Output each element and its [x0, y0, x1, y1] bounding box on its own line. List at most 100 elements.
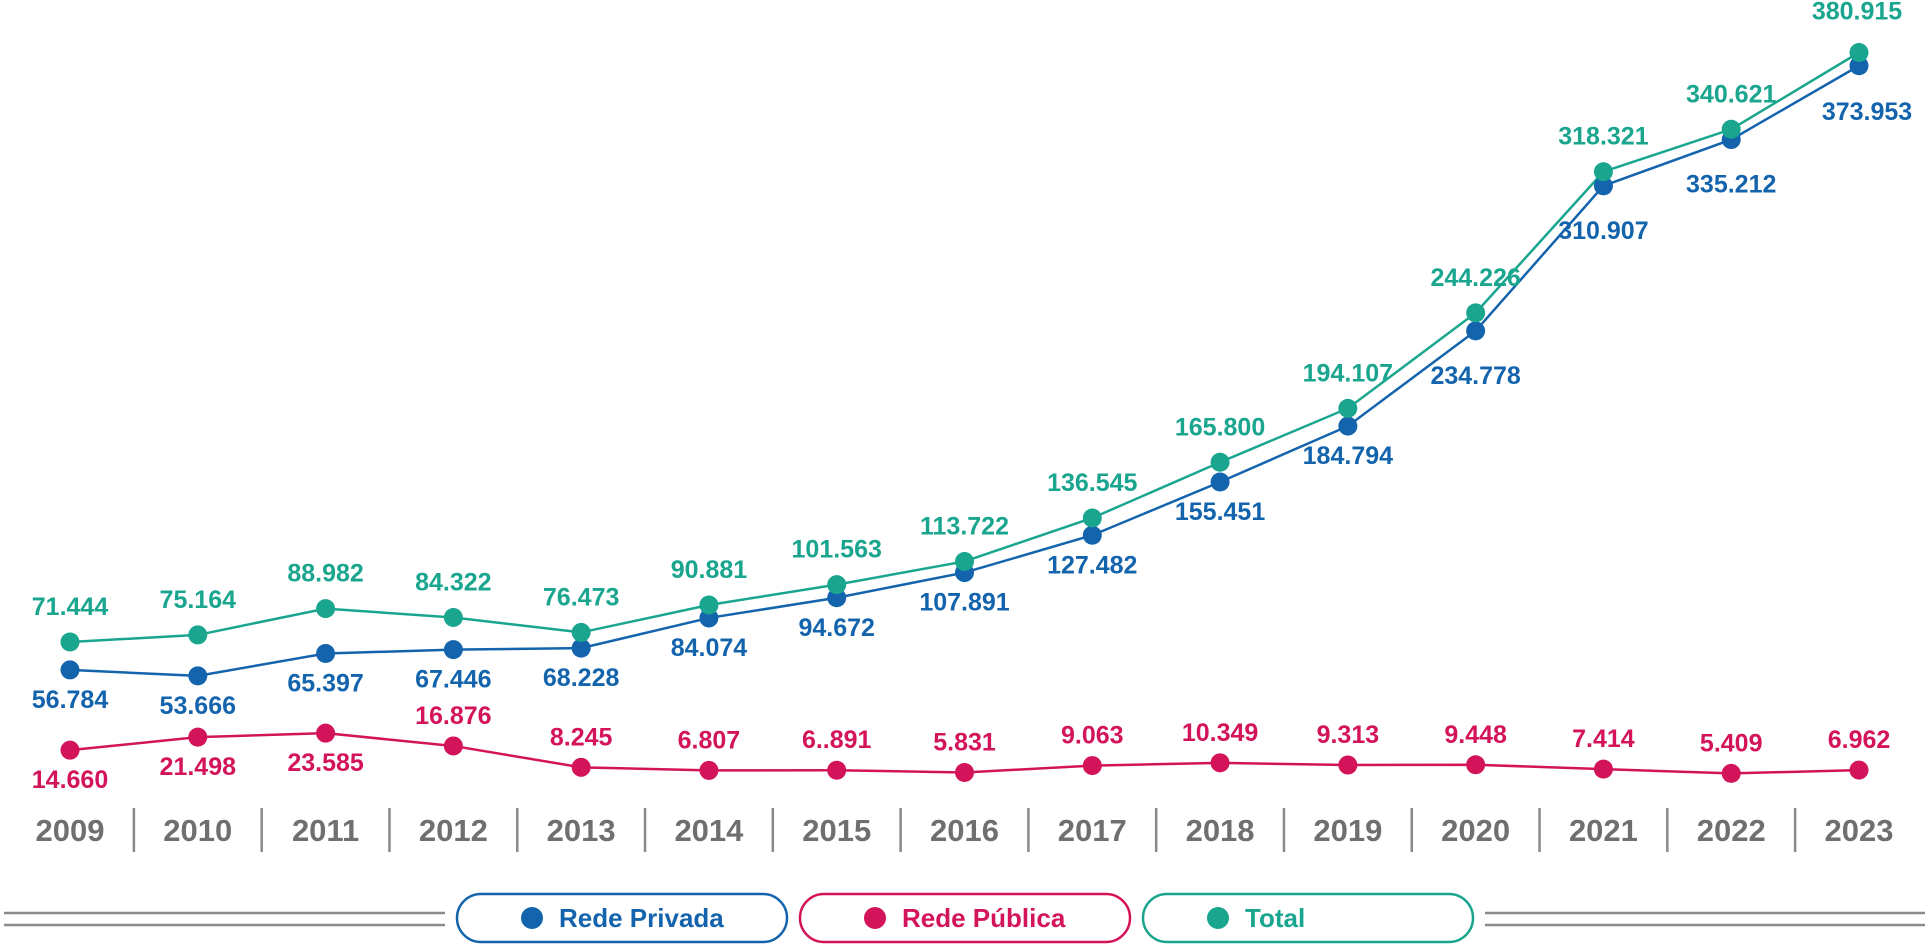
data-point-total — [1721, 119, 1741, 139]
data-label-rede-p-blica: 14.660 — [32, 766, 108, 794]
data-label-rede-p-blica: 23.585 — [287, 749, 364, 777]
data-point-rede-privada — [827, 588, 847, 608]
data-label-total: 101.563 — [792, 536, 882, 564]
legend: Rede Privada Rede Pública Total — [4, 892, 1925, 944]
data-label-total: 165.800 — [1175, 413, 1265, 441]
data-label-total: 318.321 — [1558, 123, 1648, 151]
data-label-total: 90.881 — [671, 556, 748, 584]
x-axis-year-labels: 2009 2010 2011 2012 2013 2014 2015 2016 2017 2018… — [36, 813, 1894, 848]
x-tick-label: 2016 — [930, 813, 999, 848]
year-separators — [132, 808, 1797, 852]
x-tick-label: 2014 — [674, 813, 744, 848]
x-tick-label: 2020 — [1441, 813, 1510, 848]
x-tick-label: 2012 — [419, 813, 488, 848]
data-point-total — [443, 607, 463, 627]
data-label-rede-p-blica: 10.349 — [1182, 719, 1258, 747]
data-label-rede-privada: 335.212 — [1686, 171, 1776, 199]
data-point-total — [188, 625, 208, 645]
data-point-rede-privada — [571, 638, 591, 658]
data-labels: 14.660 21.498 23.585 16.876 8.245 6.807 6..891… — [32, 0, 1912, 794]
data-point-rede-p-blica — [699, 760, 719, 780]
legend-marker — [521, 907, 543, 929]
data-point-rede-p-blica — [443, 736, 463, 756]
data-label-total: 71.444 — [32, 593, 109, 621]
data-point-rede-privada — [188, 666, 208, 686]
data-point-rede-privada — [1338, 416, 1358, 436]
data-label-rede-p-blica: 7.414 — [1572, 725, 1635, 753]
data-label-rede-privada: 310.907 — [1558, 217, 1648, 245]
data-point-rede-p-blica — [571, 757, 591, 777]
data-point-rede-p-blica — [1593, 759, 1613, 779]
data-point-rede-p-blica — [188, 727, 208, 747]
legend-item-rede-p-blica: Rede Pública — [798, 892, 1132, 944]
data-label-rede-privada: 65.397 — [287, 670, 363, 698]
data-point-rede-p-blica — [827, 760, 847, 780]
data-label-rede-p-blica: 9.448 — [1444, 721, 1507, 749]
x-tick-label: 2009 — [36, 813, 105, 848]
x-tick-label: 2015 — [802, 813, 871, 848]
data-label-rede-privada: 67.446 — [415, 666, 491, 694]
data-point-rede-privada — [60, 660, 80, 680]
x-tick-label: 2018 — [1186, 813, 1255, 848]
legend-pill — [798, 892, 1132, 944]
data-point-total — [571, 622, 591, 642]
legend-label: Rede Privada — [559, 903, 724, 933]
data-point-rede-privada — [1593, 176, 1613, 196]
data-point-rede-p-blica — [60, 740, 80, 760]
series-lines — [69, 51, 1860, 775]
data-label-rede-privada: 155.451 — [1175, 498, 1265, 526]
data-label-rede-privada: 84.074 — [671, 634, 748, 662]
data-label-total: 84.322 — [415, 568, 491, 596]
data-point-rede-privada — [1849, 56, 1869, 76]
x-tick-label: 2013 — [547, 813, 616, 848]
data-label-rede-p-blica: 8.245 — [550, 723, 613, 751]
data-point-total — [1210, 452, 1230, 472]
data-label-rede-p-blica: 6..891 — [802, 726, 872, 754]
data-point-total — [1593, 162, 1613, 182]
x-tick-label: 2022 — [1697, 813, 1766, 848]
data-label-rede-p-blica: 16.876 — [415, 702, 491, 730]
data-label-rede-privada: 107.891 — [919, 589, 1009, 617]
data-label-rede-privada: 68.228 — [543, 664, 620, 692]
data-label-rede-p-blica: 6.962 — [1828, 726, 1891, 754]
data-label-rede-privada: 56.784 — [32, 686, 109, 714]
data-point-total — [699, 595, 719, 615]
data-point-total — [1338, 398, 1358, 418]
data-point-total — [1082, 508, 1102, 528]
data-point-rede-p-blica — [1466, 755, 1486, 775]
data-label-rede-privada: 234.778 — [1430, 362, 1520, 390]
data-label-total: 76.473 — [543, 583, 619, 611]
legend-item-rede-privada: Rede Privada — [455, 892, 789, 944]
data-point-total — [827, 575, 847, 595]
data-point-rede-privada — [443, 640, 463, 660]
data-label-total: 244.226 — [1430, 264, 1520, 292]
data-point-rede-p-blica — [1210, 753, 1230, 773]
data-label-total: 113.722 — [920, 512, 1009, 540]
data-label-rede-privada: 53.666 — [160, 692, 236, 720]
data-point-total — [60, 632, 80, 652]
data-label-total: 340.621 — [1686, 80, 1776, 108]
x-tick-label: 2023 — [1825, 813, 1894, 848]
data-label-total: 380.915 — [1812, 0, 1902, 26]
data-label-rede-p-blica: 21.498 — [160, 753, 237, 781]
data-label-total: 88.982 — [287, 560, 363, 588]
legend-item-total: Total — [1141, 892, 1475, 944]
data-point-rede-p-blica — [1721, 763, 1741, 783]
data-point-total — [955, 551, 974, 571]
data-label-total: 136.545 — [1047, 469, 1137, 497]
data-point-rede-p-blica — [316, 723, 336, 743]
legend-pill — [455, 892, 789, 944]
data-label-rede-p-blica: 9.063 — [1061, 722, 1124, 750]
legend-marker — [864, 907, 886, 929]
data-point-rede-p-blica — [1082, 756, 1102, 776]
data-point-total — [1466, 303, 1486, 323]
data-point-total — [316, 599, 336, 619]
x-tick-label: 2021 — [1569, 813, 1638, 848]
legend-label: Total — [1245, 903, 1305, 933]
data-label-rede-p-blica: 9.313 — [1317, 721, 1380, 749]
data-label-rede-privada: 184.794 — [1303, 442, 1393, 470]
x-tick-label: 2010 — [163, 813, 232, 848]
data-point-total — [1849, 43, 1869, 62]
data-label-total: 75.164 — [160, 586, 237, 614]
